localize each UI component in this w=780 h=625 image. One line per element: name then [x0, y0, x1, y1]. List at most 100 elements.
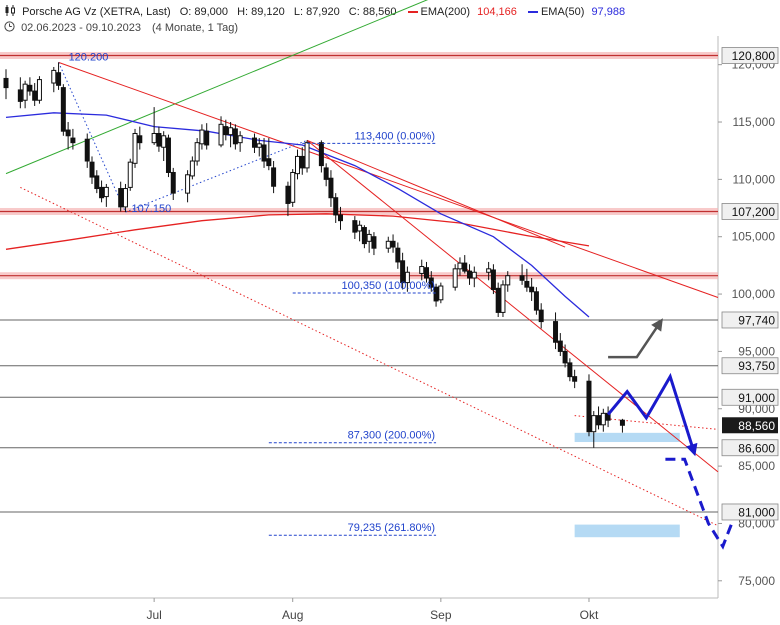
x-tick-label: Okt	[580, 608, 599, 622]
candle-down	[89, 161, 95, 178]
candle-up	[199, 129, 205, 145]
trendline-dotted-blue	[125, 139, 308, 213]
candle-up	[22, 83, 28, 101]
price-level-tag	[721, 357, 779, 375]
price-level-label: 91,000	[738, 391, 775, 405]
price-level-label: 120,800	[732, 49, 776, 63]
candle-down	[619, 419, 625, 426]
candle-down	[557, 340, 563, 352]
candle-up	[237, 135, 243, 144]
range-row: 02.06.2023 - 09.10.2023 (4 Monate, 1 Tag…	[4, 21, 238, 35]
price-level-tag	[721, 47, 779, 64]
trendline-down	[306, 139, 566, 248]
y-tick-label: 95,000	[738, 344, 775, 358]
candle-down	[118, 188, 124, 208]
low-value: L: 87,920	[293, 5, 340, 18]
price-level-label: 81,000	[738, 505, 775, 519]
candle-up	[185, 174, 191, 194]
fib-level-label: 113,400 (0.00%)	[355, 130, 436, 142]
candle-down	[467, 270, 473, 279]
candle-down	[204, 130, 210, 146]
candle-down	[299, 155, 305, 169]
projection-arrowhead	[651, 318, 663, 332]
y-tick-label: 115,000	[733, 115, 776, 129]
last-price-tag	[722, 417, 778, 434]
fib-level-label: 87,300 (200.00%)	[348, 430, 435, 442]
candle-down	[333, 197, 339, 216]
candle-down	[84, 138, 90, 162]
candle-down	[65, 129, 71, 137]
target-zone	[574, 432, 680, 443]
candle-down	[223, 126, 229, 136]
trendline-dotted	[20, 186, 719, 527]
candle-down	[490, 269, 496, 290]
candle-down	[318, 142, 324, 167]
ema50-label: EMA(50)	[540, 5, 585, 18]
candle-down	[27, 84, 33, 92]
clock-icon	[4, 21, 15, 35]
candle-down	[99, 186, 105, 199]
price-level-tag	[721, 311, 779, 329]
candle-down	[70, 137, 76, 144]
price-level-tag	[721, 439, 779, 457]
candle-down	[266, 158, 272, 167]
candle-up	[304, 142, 310, 169]
candle-down	[519, 275, 525, 281]
candle-down	[596, 415, 602, 426]
candle-up	[218, 123, 224, 146]
price-level-label: 97,740	[738, 313, 775, 327]
candle-down	[572, 376, 578, 382]
candle-down	[56, 72, 62, 86]
candle-up	[404, 271, 410, 284]
candle-down	[524, 280, 530, 288]
ema200-swatch	[407, 11, 418, 13]
instrument-title: Porsche AG Vz (XETRA, Last)	[22, 5, 171, 18]
projection-path	[606, 372, 696, 453]
candle-up	[591, 415, 597, 433]
candle-down	[529, 286, 535, 293]
candle-down	[94, 175, 100, 190]
candle-up	[471, 271, 477, 279]
candle-down	[371, 236, 377, 249]
candle-down	[495, 287, 501, 313]
candle-down	[170, 171, 176, 194]
fib-level-label: 79,235 (261.80%)	[348, 522, 435, 534]
price-level-tag	[721, 203, 779, 220]
candle-down	[3, 77, 9, 89]
candle-down	[60, 87, 66, 132]
candle-down	[261, 144, 267, 162]
candle-down	[361, 227, 367, 245]
projection-path	[665, 457, 739, 550]
candle-down	[165, 137, 171, 173]
ema200-label: EMA(200)	[420, 5, 471, 18]
open-value: O: 89,000	[179, 5, 229, 18]
trendline-up	[5, 0, 429, 175]
candle-down	[32, 90, 38, 101]
chart-header: Porsche AG Vz (XETRA, Last) O: 89,000 H:…	[0, 0, 780, 36]
candle-down	[156, 132, 162, 147]
candle-up	[151, 132, 157, 144]
y-tick-label: 100,000	[732, 287, 776, 301]
candle-up	[103, 186, 109, 198]
candle-up	[438, 285, 444, 301]
candle-down	[567, 362, 573, 378]
x-tick-label: Aug	[282, 608, 303, 622]
candle-down	[433, 286, 439, 302]
candle-down	[462, 262, 468, 272]
candle-up	[419, 266, 425, 274]
candle-up	[505, 275, 511, 286]
candle-up	[161, 135, 167, 148]
ema200-value: 104,166	[477, 5, 517, 18]
candle-up	[194, 142, 200, 162]
candle-up	[600, 412, 606, 426]
candle-up	[122, 188, 128, 208]
candle-down	[323, 167, 329, 180]
target-zone	[574, 524, 680, 538]
candle-down	[562, 350, 568, 364]
date-range: 02.06.2023 - 09.10.2023	[21, 21, 141, 34]
candle-up	[357, 224, 363, 232]
ema50-swatch	[527, 11, 538, 13]
candle-down	[137, 135, 143, 144]
candle-down	[285, 185, 291, 204]
